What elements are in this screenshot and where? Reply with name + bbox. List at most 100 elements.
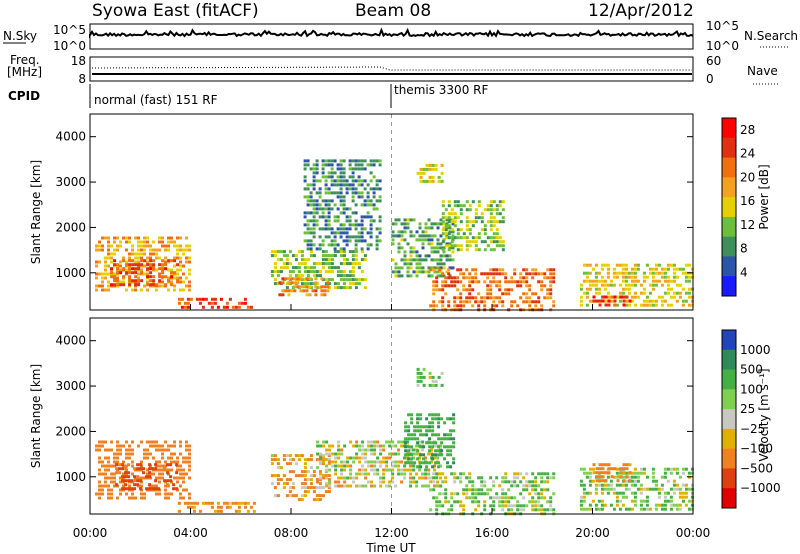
data-cell [480, 228, 484, 232]
data-cell [468, 488, 472, 492]
data-cell [422, 433, 426, 437]
data-cell [360, 223, 364, 227]
data-cell [354, 258, 358, 262]
data-cell [489, 488, 493, 492]
data-cell [459, 212, 463, 216]
data-cell [340, 476, 344, 480]
data-cell [237, 509, 241, 513]
data-cell [339, 191, 343, 195]
data-cell [627, 275, 631, 279]
data-cell [337, 476, 341, 480]
data-cell [303, 239, 307, 243]
data-cell [537, 496, 541, 500]
data-cell [158, 240, 161, 244]
data-cell [175, 471, 179, 475]
data-cell [471, 500, 475, 504]
data-cell [382, 468, 386, 472]
data-cell [324, 470, 328, 474]
data-cell [107, 248, 110, 252]
data-cell [130, 479, 134, 483]
data-cell [471, 480, 475, 484]
data-cell [164, 492, 167, 496]
data-cell [195, 297, 199, 301]
data-cell [462, 272, 466, 276]
data-cell [376, 460, 380, 464]
data-cell [270, 254, 274, 258]
data-cell [415, 230, 419, 234]
data-cell [639, 483, 643, 487]
data-cell [413, 429, 417, 433]
data-cell [624, 283, 628, 287]
data-cell [429, 488, 433, 492]
data-cell [546, 276, 550, 280]
data-cell [462, 300, 466, 304]
data-cell [333, 183, 337, 187]
data-cell [427, 472, 431, 476]
data-cell [498, 300, 502, 304]
data-cell [687, 287, 691, 291]
data-cell [432, 480, 436, 484]
data-cell [309, 247, 313, 251]
data-cell [176, 256, 179, 260]
data-cell [364, 456, 368, 460]
data-cell [639, 507, 643, 511]
data-cell [489, 248, 493, 252]
data-cell [462, 508, 466, 512]
data-cell [333, 215, 337, 219]
data-cell [155, 248, 158, 252]
data-cell [474, 488, 478, 492]
data-cell [612, 283, 616, 287]
data-cell [442, 262, 446, 266]
data-cell [601, 299, 605, 303]
data-cell [154, 479, 158, 483]
data-cell [324, 254, 328, 258]
data-cell [342, 274, 346, 278]
data-cell [358, 468, 362, 472]
data-cell [315, 458, 319, 462]
data-cell [489, 236, 493, 240]
data-cell [618, 499, 622, 503]
data-cell [419, 429, 423, 433]
data-cell [315, 486, 319, 490]
data-cell [360, 163, 364, 167]
data-cell [525, 296, 529, 300]
data-cell [421, 230, 425, 234]
data-cell [431, 421, 435, 425]
data-cell [345, 227, 349, 231]
data-cell [152, 472, 155, 476]
data-cell [651, 283, 655, 287]
data-cell [137, 260, 140, 264]
data-cell [388, 456, 392, 460]
data-cell [95, 260, 98, 264]
data-cell [342, 227, 346, 231]
data-cell [98, 260, 101, 264]
data-cell [124, 487, 128, 491]
data-cell [430, 258, 434, 262]
data-cell [483, 280, 487, 284]
data-cell [128, 456, 131, 460]
data-cell [339, 159, 343, 163]
data-cell [622, 463, 626, 467]
data-cell [104, 256, 107, 260]
data-cell [409, 464, 413, 468]
data-cell [179, 472, 182, 476]
data-cell [495, 212, 499, 216]
data-cell [450, 208, 454, 212]
data-cell [315, 219, 319, 223]
data-cell [116, 271, 120, 275]
data-cell [412, 246, 416, 250]
data-cell [119, 268, 122, 272]
data-cell [663, 279, 667, 283]
data-cell [363, 167, 367, 171]
data-cell [549, 504, 553, 508]
data-cell [681, 287, 685, 291]
data-cell [681, 499, 685, 503]
data-cell [282, 454, 286, 458]
data-cell [498, 220, 502, 224]
data-cell [394, 218, 398, 222]
data-cell [306, 159, 310, 163]
data-cell [498, 288, 502, 292]
data-cell [459, 304, 463, 308]
data-cell [600, 483, 604, 487]
